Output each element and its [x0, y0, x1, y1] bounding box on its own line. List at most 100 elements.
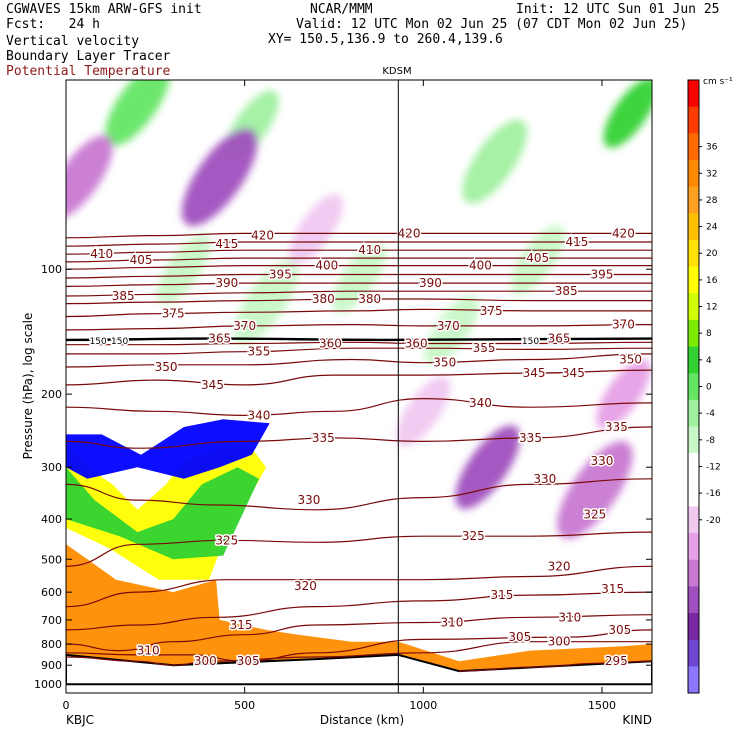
- theta-contour: [458, 660, 652, 672]
- theta-contour: [66, 257, 652, 263]
- theta-contour: [66, 641, 652, 666]
- theta-contour: [66, 323, 652, 331]
- colorbar-segment: [688, 373, 699, 401]
- colorbar-label: 12: [706, 303, 717, 313]
- theta-contour: [66, 241, 652, 247]
- colorbar-segment: [688, 613, 699, 641]
- colorbar-label: 16: [706, 276, 718, 286]
- colorbar-segment: [688, 586, 699, 614]
- theta-label: 305: [508, 630, 531, 644]
- theta-label: 355: [473, 341, 496, 355]
- theta-label: 150: [90, 337, 107, 347]
- bl-tracer-field: [66, 419, 652, 686]
- updraft-blob: [332, 243, 386, 313]
- y-tick-label: 100: [41, 263, 62, 276]
- theta-label: 305: [237, 654, 260, 668]
- valid-time: Valid: 12 UTC Mon 02 Jun 25 (07 CDT Mon …: [296, 17, 688, 32]
- theta-label: 420: [398, 226, 421, 240]
- downdraft-blob: [596, 359, 651, 429]
- y-tick-label: 500: [41, 553, 62, 566]
- theta-contour: [66, 264, 652, 270]
- colorbar-segment: [688, 639, 699, 667]
- downdraft-blob: [396, 376, 451, 447]
- x-tick-label: 1500: [588, 699, 616, 712]
- colorbar-segment: [688, 399, 699, 427]
- colorbar-segment: [688, 106, 699, 134]
- theta-label: 315: [601, 582, 624, 596]
- theta-contour: [66, 341, 652, 346]
- colorbar-label: 32: [706, 169, 717, 179]
- theta-label: 375: [480, 304, 503, 318]
- forecast-hour: Fcst: 24 h: [6, 17, 100, 32]
- theta-label: 345: [201, 378, 224, 392]
- xsect-coords: XY= 150.5,136.9 to 260.4,139.6: [268, 32, 503, 47]
- field-potential-temperature: Potential Temperature: [6, 64, 171, 79]
- downdraft-blob: [66, 135, 113, 219]
- x-tick-label: 0: [63, 699, 70, 712]
- y-tick-label: 800: [41, 638, 62, 651]
- colorbar-label: 36: [706, 143, 718, 153]
- theta-label: 365: [208, 332, 231, 346]
- theta-labels: 295 300 300 305 305 305 310 310 310 315 315 315 320 3…: [88, 225, 643, 670]
- theta-label: 350: [433, 356, 456, 370]
- theta-label: 295: [605, 654, 628, 668]
- theta-label: 345: [523, 366, 546, 380]
- theta-label: 385: [112, 289, 135, 303]
- theta-label: 150: [111, 337, 128, 347]
- theta-contour: [66, 565, 652, 608]
- colorbar-segment: [688, 213, 699, 241]
- theta-label: 380: [312, 292, 335, 306]
- theta-label: 340: [247, 408, 270, 422]
- theta-label: 365: [548, 332, 571, 346]
- theta-label: 360: [405, 336, 428, 350]
- chart-title: KDSM: [382, 66, 411, 77]
- downdraft-blob: [455, 425, 521, 510]
- theta-contour: [66, 347, 652, 355]
- theta-contour: [66, 629, 652, 662]
- theta-label: 305: [608, 623, 631, 637]
- colorbar-segment: [688, 80, 699, 108]
- colorbar-label: -4: [706, 409, 715, 419]
- colorbar-segment: [688, 346, 699, 374]
- theta-label: 350: [619, 352, 642, 366]
- updraft-blob: [462, 119, 528, 204]
- theta-label: 395: [591, 268, 614, 282]
- x-endpoint-left: KBJC: [66, 713, 94, 727]
- theta-label: 395: [269, 268, 292, 282]
- colorbar-segment: [688, 133, 699, 161]
- updraft-blob: [603, 80, 652, 148]
- y-tick-label: 700: [41, 614, 62, 627]
- field-vertical-velocity: Vertical velocity: [6, 34, 140, 49]
- theta-contour: [66, 249, 652, 255]
- theta-label: 380: [358, 292, 381, 306]
- x-axis-label: Distance (km): [320, 713, 404, 727]
- theta-label: 405: [130, 253, 153, 267]
- theta-label: 390: [419, 276, 442, 290]
- theta-label: 150: [522, 337, 539, 347]
- theta-label: 320: [548, 559, 571, 573]
- y-axis-label: Pressure (hPa), log scale: [21, 313, 35, 460]
- theta-label: 350: [155, 360, 178, 374]
- field-bl-tracer: Boundary Layer Tracer: [6, 49, 171, 64]
- plot-frame: [65, 79, 653, 694]
- colorbar-label: -20: [706, 516, 721, 526]
- axes: 0 500 1000 1500 100 200 300 400 500 600 700 800 900 1…: [34, 80, 652, 712]
- theta-contour: [66, 426, 652, 449]
- theta-contour: [66, 614, 652, 652]
- theta-label: 300: [194, 654, 217, 668]
- updraft-blob: [233, 260, 299, 344]
- theta-contour: [66, 531, 652, 567]
- colorbar-label: -8: [706, 436, 715, 446]
- colorbar-label: 0: [706, 383, 712, 393]
- theta-label: 340: [469, 396, 492, 410]
- theta-label: 315: [490, 588, 513, 602]
- x-endpoint-right: KIND: [622, 713, 652, 727]
- theta-label: 415: [215, 237, 238, 251]
- colorbar-label: -16: [706, 489, 721, 499]
- theta-contour: [66, 232, 652, 239]
- theta-label: 300: [548, 635, 571, 649]
- theta-label: 360: [319, 336, 342, 350]
- theta-label: 420: [612, 226, 635, 240]
- theta-label: 370: [437, 319, 460, 333]
